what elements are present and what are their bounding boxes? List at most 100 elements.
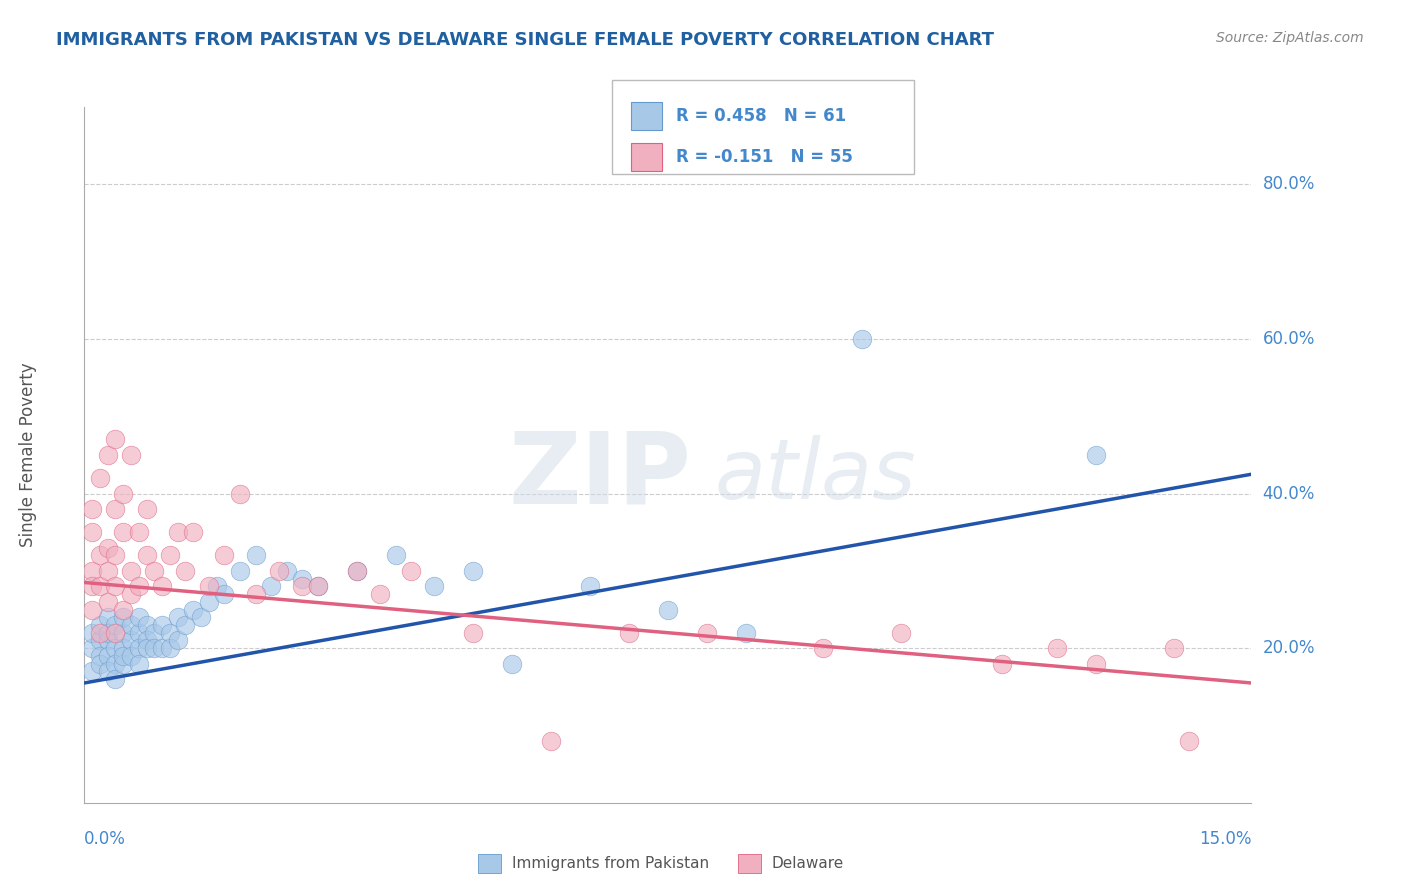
Point <box>112 602 135 616</box>
Point <box>307 579 329 593</box>
Point <box>1163 641 1185 656</box>
Point <box>150 579 173 593</box>
Point <box>267 564 290 578</box>
Point <box>97 595 120 609</box>
Point <box>82 665 104 679</box>
Point <box>112 657 135 671</box>
Point <box>82 579 104 593</box>
Point <box>181 602 204 616</box>
Point <box>190 610 212 624</box>
Text: 0.0%: 0.0% <box>84 830 127 847</box>
Point <box>657 602 679 616</box>
Point <box>104 672 127 686</box>
Text: 40.0%: 40.0% <box>1263 484 1315 502</box>
Point <box>198 595 221 609</box>
Point <box>128 625 150 640</box>
Point <box>991 657 1014 671</box>
Point <box>696 625 718 640</box>
Point <box>112 625 135 640</box>
Text: 15.0%: 15.0% <box>1199 830 1251 847</box>
Point <box>159 625 181 640</box>
Point <box>245 549 267 563</box>
Point <box>112 641 135 656</box>
Text: Immigrants from Pakistan: Immigrants from Pakistan <box>512 856 709 871</box>
Point <box>82 502 104 516</box>
Point <box>368 587 391 601</box>
Point <box>1084 448 1107 462</box>
Point <box>112 486 135 500</box>
Point <box>104 502 127 516</box>
Point <box>540 734 562 748</box>
Point <box>104 625 127 640</box>
Point <box>104 618 127 632</box>
Point <box>112 525 135 540</box>
Point <box>112 610 135 624</box>
Point <box>463 564 485 578</box>
Point <box>205 579 228 593</box>
Point <box>128 641 150 656</box>
Point <box>214 587 236 601</box>
Point <box>112 648 135 663</box>
Point <box>229 486 252 500</box>
Text: R = -0.151   N = 55: R = -0.151 N = 55 <box>676 148 853 166</box>
Point <box>143 625 166 640</box>
Point <box>150 641 173 656</box>
Point <box>260 579 283 593</box>
Point <box>291 579 314 593</box>
Point <box>276 564 298 578</box>
Text: IMMIGRANTS FROM PAKISTAN VS DELAWARE SINGLE FEMALE POVERTY CORRELATION CHART: IMMIGRANTS FROM PAKISTAN VS DELAWARE SIN… <box>56 31 994 49</box>
Point <box>734 625 756 640</box>
Point <box>120 648 142 663</box>
Point <box>120 564 142 578</box>
Point <box>135 641 157 656</box>
Point <box>97 564 120 578</box>
Text: Source: ZipAtlas.com: Source: ZipAtlas.com <box>1216 31 1364 45</box>
Point <box>89 579 111 593</box>
Point <box>346 564 368 578</box>
Point <box>97 665 120 679</box>
Point <box>97 541 120 555</box>
Point <box>166 633 188 648</box>
Text: 80.0%: 80.0% <box>1263 176 1315 194</box>
Point <box>399 564 422 578</box>
Point <box>143 641 166 656</box>
Point <box>89 625 111 640</box>
Point <box>501 657 523 671</box>
Point <box>135 633 157 648</box>
Point <box>89 633 111 648</box>
Point <box>82 641 104 656</box>
Point <box>851 332 873 346</box>
Point <box>120 448 142 462</box>
Point <box>89 648 111 663</box>
Point <box>135 549 157 563</box>
Point <box>135 618 157 632</box>
Point <box>97 625 120 640</box>
Point <box>128 657 150 671</box>
Point <box>128 525 150 540</box>
Point <box>245 587 267 601</box>
Point <box>1084 657 1107 671</box>
Point <box>120 587 142 601</box>
Point <box>128 579 150 593</box>
Point <box>97 448 120 462</box>
Point <box>291 572 314 586</box>
Point <box>166 610 188 624</box>
Point <box>120 633 142 648</box>
Text: R = 0.458   N = 61: R = 0.458 N = 61 <box>676 107 846 125</box>
Point <box>617 625 640 640</box>
Point <box>97 648 120 663</box>
Text: 60.0%: 60.0% <box>1263 330 1315 348</box>
Point <box>150 618 173 632</box>
Point <box>89 549 111 563</box>
Point <box>120 618 142 632</box>
Text: Delaware: Delaware <box>772 856 844 871</box>
Text: atlas: atlas <box>714 435 917 516</box>
Point <box>89 657 111 671</box>
Point <box>166 525 188 540</box>
Point <box>463 625 485 640</box>
Point <box>104 579 127 593</box>
Point <box>143 564 166 578</box>
Point <box>104 657 127 671</box>
Point <box>97 610 120 624</box>
Point <box>346 564 368 578</box>
